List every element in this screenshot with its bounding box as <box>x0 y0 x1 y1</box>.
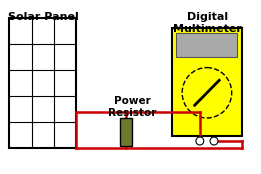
Text: Power
Resistor: Power Resistor <box>108 96 156 118</box>
Circle shape <box>210 137 218 145</box>
Circle shape <box>182 68 232 118</box>
Bar <box>176 33 238 57</box>
Text: Solar Panel: Solar Panel <box>8 12 79 22</box>
Bar <box>120 118 132 146</box>
Circle shape <box>196 137 204 145</box>
Text: Digital
Multimeter: Digital Multimeter <box>174 12 242 34</box>
Bar <box>9 18 76 148</box>
Bar <box>171 28 242 136</box>
